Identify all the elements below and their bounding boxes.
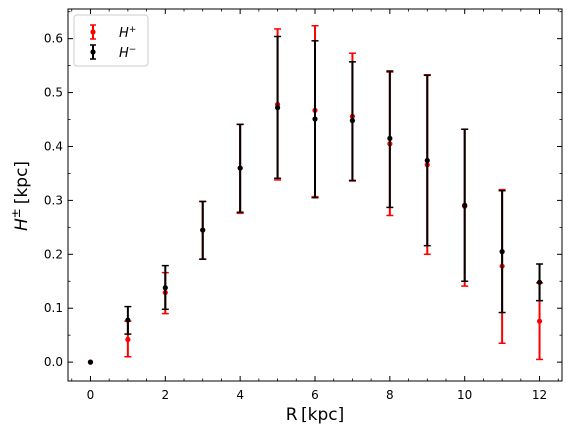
data-point-h-minus [424,157,430,164]
legend-label-h-minus: H− [119,45,136,61]
plot-layer [87,24,544,365]
data-point-h-minus [349,118,356,124]
y-axis-label: H± [kpc] [9,161,32,231]
y-tick-label: 0.3 [44,193,63,207]
x-tick-label: 8 [386,388,394,402]
data-point-h-minus [536,279,543,285]
legend: H+ H− [73,14,149,67]
data-point-h-minus [87,359,94,365]
x-tick-label: 0 [87,388,95,402]
x-tick-label: 12 [532,388,547,402]
y-tick-label: 0.5 [44,86,63,100]
legend-frame [73,14,149,67]
y-axis-label-symbol: H [12,218,32,231]
legend-marker [90,29,96,35]
legend-label-h-plus-sup: + [129,25,137,35]
y-tick-label: 0.2 [44,247,63,261]
y-axis-label-superscript: ± [9,208,23,218]
data-point-h-minus [200,227,206,233]
data-point-h-minus [125,317,131,323]
data-point-h-minus [274,105,281,111]
legend-label-h-plus: H+ [119,25,136,41]
data-point-h-minus [499,249,505,255]
y-tick-label: 0.6 [44,32,63,46]
data-point-h-minus [237,165,243,171]
data-point-h-minus [387,135,393,141]
axes-layer: 0 2 4 6 8 10 12 0.0 0.1 0.2 0.3 0.4 0.5 0.6 [44,8,563,402]
legend-entry-h-minus [90,44,96,60]
legend-marker [90,49,96,55]
series-h-minus [87,35,544,365]
y-tick-label: 0.4 [44,139,63,153]
y-tick-label: 0.1 [44,301,63,315]
x-tick-label: 4 [236,388,244,402]
data-point-h-minus [462,202,468,208]
legend-label-h-plus-symbol: H [119,26,129,41]
data-point-h-minus [162,285,168,291]
data-point-h-minus [312,116,318,122]
data-point-h-plus [125,336,131,343]
legend-entry-h-plus [90,24,96,40]
x-axis-label: R [kpc] [286,405,344,425]
data-point-h-plus [536,318,543,324]
x-tick-label: 6 [311,388,319,402]
legend-label-h-minus-symbol: H [119,46,129,61]
y-tick-label: 0.0 [44,355,63,369]
y-axis-label-unit: [kpc] [12,161,32,204]
x-tick-label: 2 [161,388,169,402]
legend-label-h-minus-sup: − [129,45,137,55]
x-tick-label: 10 [457,388,472,402]
